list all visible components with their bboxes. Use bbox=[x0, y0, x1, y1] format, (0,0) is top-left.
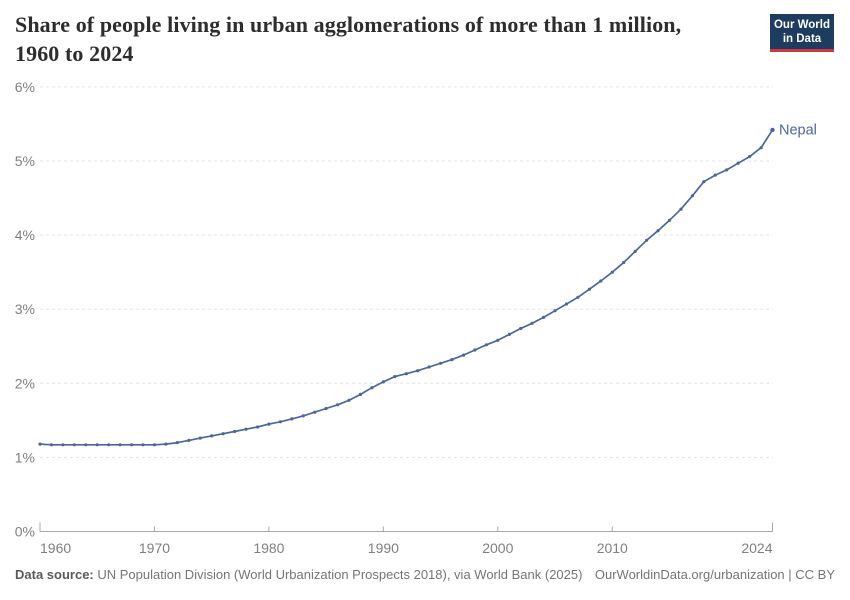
owid-logo-line1: Our World bbox=[773, 19, 830, 31]
data-point[interactable] bbox=[416, 369, 420, 373]
page-title-line2: 1960 to 2024 bbox=[15, 41, 134, 66]
data-point[interactable] bbox=[107, 443, 111, 447]
data-point[interactable] bbox=[336, 403, 340, 407]
y-tick-label: 6% bbox=[15, 79, 35, 95]
data-point[interactable] bbox=[748, 155, 752, 159]
x-tick-label: 1990 bbox=[368, 540, 399, 556]
data-point[interactable] bbox=[198, 436, 202, 440]
data-point[interactable] bbox=[656, 229, 660, 233]
x-tick-label: 2010 bbox=[597, 540, 628, 556]
data-point[interactable] bbox=[370, 386, 374, 390]
data-point[interactable] bbox=[313, 410, 317, 414]
data-point[interactable] bbox=[267, 422, 271, 426]
data-point[interactable] bbox=[290, 417, 294, 421]
x-tick-label: 1970 bbox=[139, 540, 170, 556]
data-point[interactable] bbox=[759, 146, 763, 150]
data-point[interactable] bbox=[118, 443, 122, 447]
data-point[interactable] bbox=[690, 194, 695, 198]
data-point[interactable] bbox=[725, 168, 729, 172]
data-point[interactable] bbox=[72, 443, 76, 447]
data-point[interactable] bbox=[507, 332, 511, 336]
data-point[interactable] bbox=[233, 429, 237, 434]
data-point[interactable] bbox=[484, 343, 488, 347]
data-point[interactable] bbox=[713, 173, 717, 177]
data-point[interactable] bbox=[770, 127, 775, 133]
data-point[interactable] bbox=[61, 443, 65, 447]
data-point[interactable] bbox=[358, 392, 363, 396]
data-point[interactable] bbox=[519, 326, 523, 331]
data-point[interactable] bbox=[175, 441, 179, 445]
x-tick-label: 2024 bbox=[741, 540, 772, 556]
y-tick-label: 4% bbox=[15, 227, 35, 243]
page-title-line1: Share of people living in urban agglomer… bbox=[15, 12, 682, 37]
y-tick-label: 2% bbox=[15, 375, 35, 391]
data-point[interactable] bbox=[95, 443, 99, 447]
data-point[interactable] bbox=[221, 432, 225, 436]
data-point[interactable] bbox=[244, 427, 248, 431]
data-point[interactable] bbox=[553, 309, 557, 313]
chart-footer: Data source: UN Population Division (Wor… bbox=[15, 567, 835, 582]
data-point[interactable] bbox=[622, 260, 626, 265]
data-point[interactable] bbox=[255, 425, 260, 429]
data-point[interactable] bbox=[210, 434, 214, 438]
data-point[interactable] bbox=[130, 443, 134, 447]
y-tick-label: 1% bbox=[15, 449, 35, 465]
attribution-link[interactable]: OurWorldinData.org/urbanization | CC BY bbox=[594, 567, 835, 582]
data-point[interactable] bbox=[473, 348, 477, 352]
page-title: Share of people living in urban agglomer… bbox=[15, 10, 760, 68]
y-tick-label: 5% bbox=[15, 153, 35, 169]
x-tick-label: 1960 bbox=[40, 540, 71, 556]
data-point[interactable] bbox=[381, 380, 385, 384]
data-point[interactable] bbox=[301, 414, 305, 418]
data-point[interactable] bbox=[576, 295, 580, 299]
data-point[interactable] bbox=[530, 321, 534, 325]
data-point[interactable] bbox=[564, 302, 569, 306]
data-point[interactable] bbox=[278, 420, 282, 424]
data-point[interactable] bbox=[324, 406, 328, 411]
data-point[interactable] bbox=[633, 249, 637, 253]
data-point[interactable] bbox=[679, 207, 683, 211]
data-point[interactable] bbox=[141, 443, 145, 447]
data-point[interactable] bbox=[736, 161, 740, 165]
x-tick-label: 2000 bbox=[482, 540, 513, 556]
y-tick-label: 3% bbox=[15, 301, 35, 317]
data-point[interactable] bbox=[49, 443, 54, 447]
owid-logo-line2: in Data bbox=[782, 33, 822, 45]
data-source-label: Data source: bbox=[15, 567, 94, 582]
data-point[interactable] bbox=[187, 438, 191, 442]
data-point[interactable] bbox=[610, 270, 614, 274]
data-point[interactable] bbox=[404, 372, 408, 376]
data-point[interactable] bbox=[393, 375, 397, 379]
data-point[interactable] bbox=[38, 442, 42, 446]
x-tick-label: 1980 bbox=[253, 540, 284, 556]
data-source-text: UN Population Division (World Urbanizati… bbox=[93, 567, 583, 582]
series-end-label[interactable]: Nepal bbox=[779, 122, 817, 138]
data-point[interactable] bbox=[645, 238, 649, 242]
data-point[interactable] bbox=[702, 180, 706, 184]
data-point[interactable] bbox=[542, 315, 546, 319]
data-point[interactable] bbox=[84, 443, 88, 447]
data-point[interactable] bbox=[439, 361, 443, 365]
owid-logo[interactable]: Our World in Data bbox=[770, 14, 834, 52]
data-point[interactable] bbox=[496, 338, 500, 342]
trend-line[interactable] bbox=[39, 129, 774, 446]
data-point[interactable] bbox=[427, 365, 431, 369]
data-point[interactable] bbox=[347, 398, 351, 402]
data-source-note: Data source: UN Population Division (Wor… bbox=[15, 567, 582, 582]
y-tick-label: 0% bbox=[15, 524, 35, 540]
data-point[interactable] bbox=[667, 218, 672, 222]
data-point[interactable] bbox=[461, 353, 466, 357]
data-point[interactable] bbox=[599, 279, 603, 283]
data-point[interactable] bbox=[450, 358, 454, 362]
data-point[interactable] bbox=[152, 443, 157, 447]
data-point[interactable] bbox=[587, 287, 592, 291]
data-point[interactable] bbox=[164, 442, 168, 446]
